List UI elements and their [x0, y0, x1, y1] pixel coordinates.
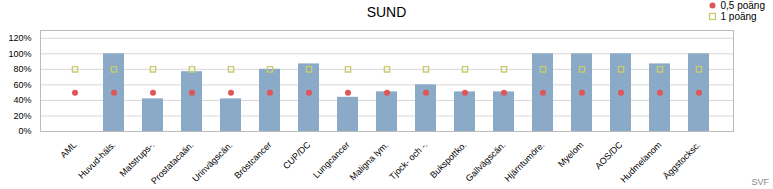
svg-text:Lungcancer: Lungcancer — [311, 140, 351, 180]
html-text:1 poäng: 1 poäng — [720, 11, 757, 22]
svg-text:Äggstocksc.: Äggstocksc. — [661, 140, 702, 181]
svg-text:120%: 120% — [8, 33, 31, 43]
svg-text:Huvud-häls.: Huvud-häls. — [76, 140, 117, 181]
svg-text:Prostatacaän.: Prostatacaän. — [149, 140, 195, 186]
svg-text:Matstrups-.: Matstrups-. — [118, 140, 157, 179]
svg-text:20%: 20% — [13, 111, 31, 121]
svg-text:AML: AML — [58, 140, 78, 160]
svg-text:100%: 100% — [8, 49, 31, 59]
svg-text:Hudmelanom: Hudmelanom — [619, 140, 664, 185]
html-text:SUND: SUND — [366, 4, 407, 20]
svg-text:0%: 0% — [18, 126, 31, 136]
html-text:0,5 poäng: 0,5 poäng — [720, 0, 765, 11]
svg-text:Bröstcancer: Bröstcancer — [232, 140, 273, 181]
svg-text:AOS/DC: AOS/DC — [593, 139, 625, 171]
html-text:SVF: SVF — [751, 177, 769, 187]
svg-text:Gallvägscän.: Gallvägscän. — [464, 140, 508, 184]
svg-text:40%: 40% — [13, 95, 31, 105]
svg-text:60%: 60% — [13, 80, 31, 90]
svg-text:80%: 80% — [13, 64, 31, 74]
svg-text:Maligna lym.: Maligna lym. — [348, 140, 391, 183]
svg-text:Tjock- och -.: Tjock- och -. — [387, 140, 429, 182]
svg-text:Myelom: Myelom — [556, 140, 585, 169]
svg-text:Urinvägscän.: Urinvägscän. — [190, 140, 234, 184]
svg-text:Bukspottko.: Bukspottko. — [428, 140, 468, 180]
svg-text:CUP/DC: CUP/DC — [281, 139, 313, 171]
svg-text:Hjärntumöre.: Hjärntumöre. — [503, 140, 547, 184]
